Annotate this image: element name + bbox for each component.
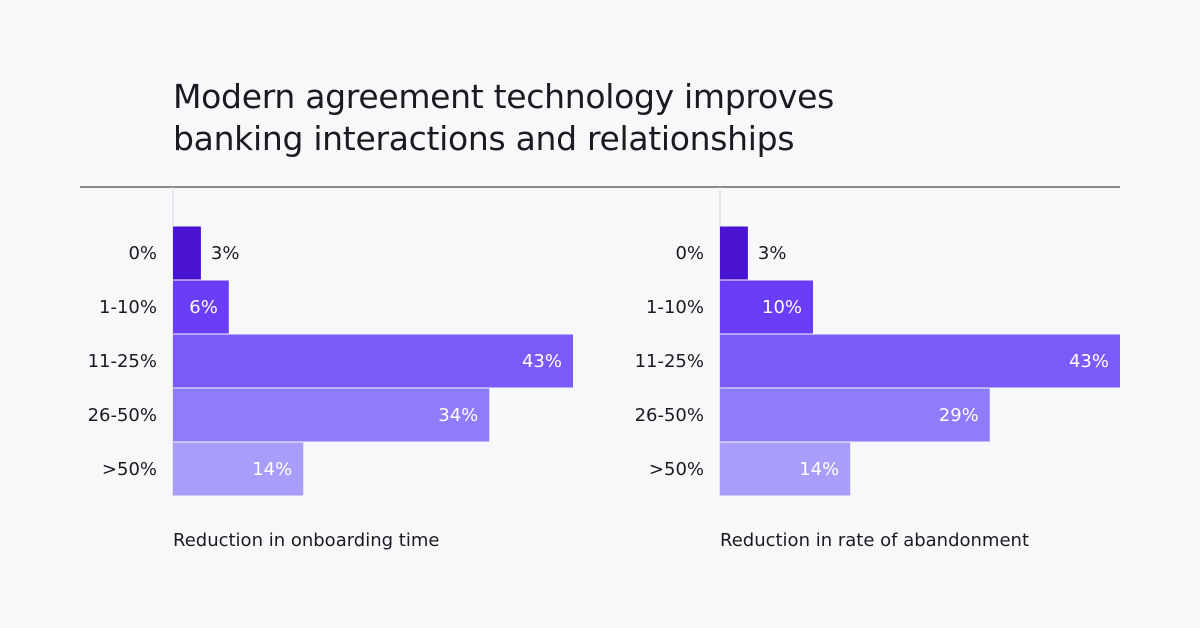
bar: [720, 226, 748, 280]
y-tick-label: >50%: [102, 459, 157, 480]
y-tick-label: 1-10%: [99, 297, 157, 318]
y-tick-label: 11-25%: [635, 351, 704, 372]
value-label: 14%: [252, 459, 292, 480]
y-tick-label: 26-50%: [635, 405, 704, 426]
value-label: 14%: [799, 459, 839, 480]
bar: [173, 442, 304, 496]
y-tick-label: 26-50%: [88, 405, 157, 426]
value-label: 3%: [758, 243, 787, 264]
value-label: 6%: [189, 297, 218, 318]
y-tick-label: 0%: [675, 243, 704, 264]
bar: [173, 280, 229, 334]
x-axis-label: Reduction in onboarding time: [173, 530, 439, 551]
bar: [720, 388, 990, 442]
value-label: 3%: [211, 243, 240, 264]
bar: [173, 226, 201, 280]
bar: [173, 334, 573, 388]
value-label: 29%: [939, 405, 979, 426]
bar: [173, 388, 490, 442]
bar: [720, 280, 814, 334]
chart-title: Modern agreement technology improves ban…: [173, 77, 834, 158]
bar: [720, 334, 1120, 388]
bar: [720, 442, 851, 496]
y-tick-label: >50%: [649, 459, 704, 480]
value-label: 43%: [1069, 351, 1109, 372]
y-tick-label: 11-25%: [88, 351, 157, 372]
y-tick-label: 1-10%: [646, 297, 704, 318]
value-label: 34%: [438, 405, 478, 426]
value-label: 10%: [762, 297, 802, 318]
y-tick-label: 0%: [128, 243, 157, 264]
value-label: 43%: [522, 351, 562, 372]
x-axis-label: Reduction in rate of abandonment: [720, 530, 1029, 551]
